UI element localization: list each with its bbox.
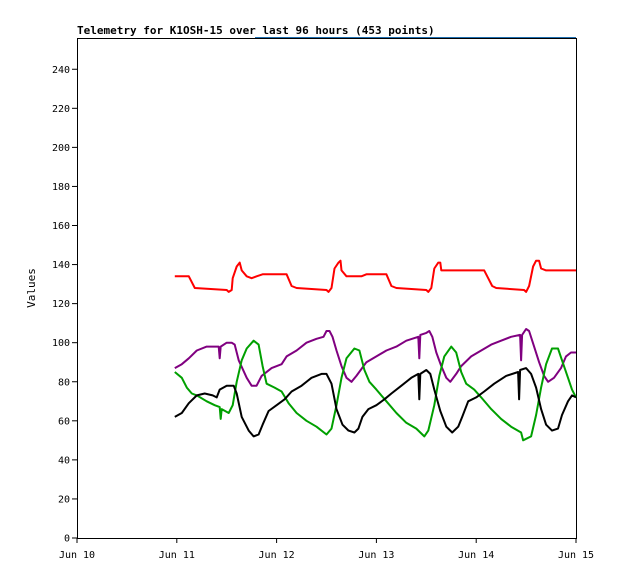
y-tick-label: 60 <box>58 416 70 427</box>
y-tick-label: 0 <box>64 534 70 545</box>
x-tick-label: Jun 10 <box>59 550 95 561</box>
y-tick-label: 80 <box>58 377 70 388</box>
y-tick-label: 160 <box>52 221 70 232</box>
y-axis: 0 20 40 60 80 100 120 140 160 180 200 220 240 <box>52 65 77 545</box>
y-tick-label: 220 <box>52 104 70 115</box>
y-tick-label: 40 <box>58 455 70 466</box>
series-line-1 <box>174 259 576 293</box>
series-layer <box>174 259 577 442</box>
series-line-4 <box>174 367 577 438</box>
x-tick-label: Jun 14 <box>458 550 494 561</box>
y-axis-label: Values <box>25 268 38 308</box>
y-tick-label: 20 <box>58 494 70 505</box>
y-tick-label: 240 <box>52 65 70 76</box>
y-tick-label: 200 <box>52 143 70 154</box>
x-tick-label: Jun 15 <box>558 550 594 561</box>
x-tick-label: Jun 12 <box>259 550 295 561</box>
series-line-2 <box>174 328 576 387</box>
x-axis: Jun 10 Jun 11 Jun 12 Jun 13 Jun 14 Jun 15 <box>59 538 594 561</box>
x-tick-label: Jun 11 <box>159 550 195 561</box>
series-line-3 <box>174 339 577 442</box>
y-tick-label: 140 <box>52 260 70 271</box>
plot-frame <box>77 38 577 539</box>
y-tick-label: 120 <box>52 299 70 310</box>
x-tick-label: Jun 13 <box>358 550 394 561</box>
y-tick-label: 180 <box>52 182 70 193</box>
chart-title: Telemetry for K1OSH-15 over last 96 hour… <box>77 24 435 37</box>
y-tick-label: 100 <box>52 338 70 349</box>
